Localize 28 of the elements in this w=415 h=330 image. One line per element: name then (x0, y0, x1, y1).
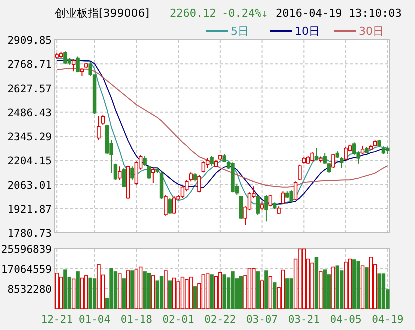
y-tick-label: 8532280 (8, 284, 52, 296)
text: 2016-04-19 13:10:03 (276, 7, 402, 20)
y-tick-label: 2204.15 (8, 156, 52, 168)
x-tick-label: 02-22 (204, 314, 236, 326)
x-tick-label: 12-21 (41, 314, 73, 326)
x-tick-label: 01-18 (120, 314, 152, 326)
x-tick-label: 01-04 (78, 314, 111, 326)
y-tick-label: 1921.87 (8, 204, 52, 216)
x-tick-label: 04-19 (372, 314, 404, 326)
text: 2260.12 (170, 7, 216, 20)
y-tick-label: 2768.71 (8, 59, 52, 72)
x-tick-label: 04-05 (330, 314, 362, 326)
y-tick-label: 2627.57 (8, 83, 52, 96)
y-tick-label: 2345.29 (8, 132, 52, 144)
x-tick-label: 03-07 (246, 314, 278, 326)
y-tick-label: 1780.73 (8, 228, 52, 240)
chart-title: 创业板指[399006] (55, 7, 150, 20)
y-tick-label: 2909.85 (8, 35, 52, 47)
legend-label: 10日 (295, 25, 320, 38)
x-tick-label: 03-21 (288, 314, 320, 326)
text: -0.24%↓ (222, 7, 268, 20)
y-tick-label: 2063.01 (8, 180, 52, 192)
y-tick-label: 25596839 (1, 244, 52, 256)
y-tick-label: 2486.43 (8, 107, 52, 120)
y-tick-label: 17064559 (1, 264, 52, 276)
legend-label: 30日 (359, 25, 384, 38)
x-tick-label: 02-01 (162, 314, 194, 326)
legend-label: 5日 (231, 25, 249, 38)
